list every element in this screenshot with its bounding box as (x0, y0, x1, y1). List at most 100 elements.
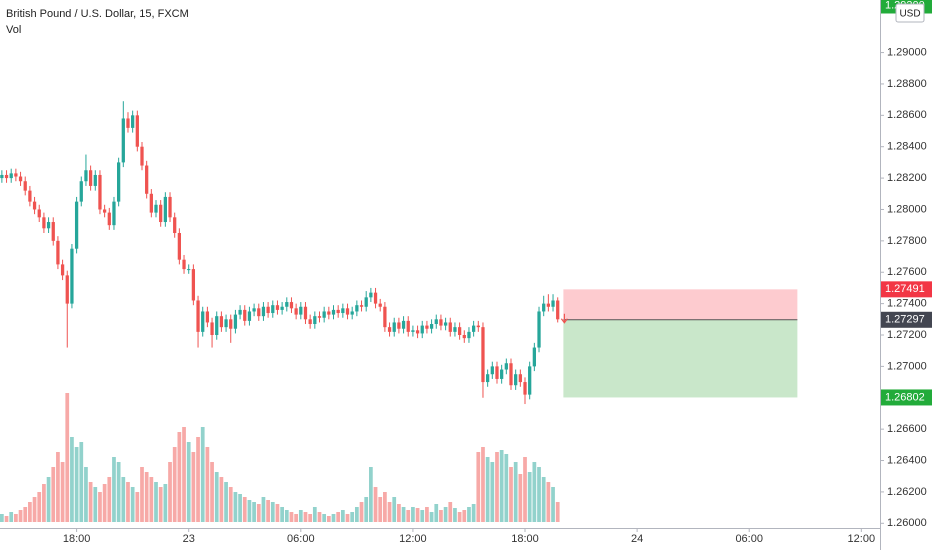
volume-bar (154, 482, 158, 522)
volume-bar (429, 512, 434, 522)
candle-body (140, 146, 144, 166)
volume-bar (364, 497, 369, 522)
volume-bar (476, 452, 481, 522)
volume-bar (186, 442, 191, 522)
candle-body (121, 118, 125, 163)
candle-body (551, 300, 555, 307)
candle-body (229, 319, 233, 329)
volume-bar (158, 487, 163, 522)
candle-body (126, 118, 130, 128)
y-tick-label: 1.27200 (887, 329, 927, 341)
volume-bar (275, 504, 280, 522)
candle-body (336, 309, 340, 314)
volume-bar (401, 507, 406, 522)
volume-bar (42, 484, 46, 522)
volume-bar (350, 512, 355, 522)
candle-body (112, 201, 116, 226)
volume-bar (266, 500, 270, 522)
volume-bar (551, 487, 555, 522)
y-tick-label: 1.29000 (887, 46, 927, 58)
candle-body (373, 292, 378, 304)
currency-box[interactable] (895, 3, 925, 23)
candle-body (387, 327, 392, 332)
volume-bar (126, 482, 130, 522)
volume-bar (317, 512, 322, 522)
y-tick-label: 1.28600 (887, 109, 927, 121)
candle-body (327, 311, 331, 315)
volume-bar (65, 393, 70, 522)
candle-body (457, 327, 462, 336)
candle-body (243, 309, 247, 321)
volume-bar (172, 447, 177, 522)
volume-bar (415, 508, 420, 522)
candle-body (60, 264, 65, 276)
volume-bar (224, 482, 228, 522)
currency-label[interactable]: USD (899, 9, 920, 20)
candle-body (23, 181, 27, 191)
candle-body (537, 311, 541, 348)
candle-body (406, 320, 410, 332)
volume-bar (312, 507, 317, 522)
candle-body (500, 369, 504, 379)
candle-body (313, 316, 317, 325)
stop-price-label: 1.27491 (885, 283, 925, 295)
candle-body (322, 311, 326, 318)
volume-bar (326, 516, 331, 522)
volume-bar (495, 452, 499, 522)
x-tick-label: 06:00 (287, 533, 315, 545)
candle-body (4, 174, 9, 179)
volume-bar (499, 450, 504, 522)
volume-bar (121, 477, 126, 522)
candle-body (434, 319, 438, 325)
volume-bar (177, 432, 182, 522)
candle-body (74, 201, 79, 249)
volume-bar (219, 477, 224, 522)
candle-body (275, 305, 280, 310)
candle-body (98, 174, 102, 210)
volume-bar (387, 502, 392, 522)
candle-body (542, 303, 546, 312)
volume-bar (425, 507, 429, 522)
volume-bar (420, 510, 425, 522)
candle-body (266, 306, 270, 314)
volume-bar (518, 474, 523, 522)
volume-bar (252, 502, 256, 522)
candle-body (528, 366, 532, 395)
candle-body (401, 320, 406, 329)
candle-body (308, 319, 312, 325)
volume-bar (467, 507, 471, 522)
volume-bar (354, 507, 359, 522)
volume-bar (74, 447, 79, 522)
volume-bar (116, 462, 121, 522)
candle-body (215, 316, 219, 336)
candle-body (154, 204, 158, 213)
candle-body (102, 209, 107, 213)
y-tick-label: 1.26000 (887, 517, 927, 529)
volume-bar (359, 502, 364, 522)
volume-bar (242, 497, 247, 522)
volume-bar (247, 500, 252, 522)
volume-bar (504, 454, 509, 522)
volume-bar (383, 492, 387, 522)
volume-bar (37, 492, 42, 522)
volume-bar (397, 504, 401, 522)
candle-body (177, 233, 181, 260)
volume-bar (46, 477, 51, 522)
candle-body (219, 316, 224, 328)
candle-body (509, 363, 513, 386)
candle-body (42, 217, 46, 229)
volume-bar (135, 492, 140, 522)
candle-body (350, 311, 354, 315)
candle-body (294, 308, 298, 315)
volume-bar (51, 467, 56, 522)
candle-body (46, 222, 51, 229)
candle-body (546, 303, 550, 307)
volume-bar (228, 487, 233, 522)
candle-body (556, 300, 560, 320)
candle-body (420, 325, 424, 334)
volume-bar (256, 504, 261, 522)
candle-body (187, 269, 191, 271)
y-tick-label: 1.27800 (887, 235, 927, 247)
